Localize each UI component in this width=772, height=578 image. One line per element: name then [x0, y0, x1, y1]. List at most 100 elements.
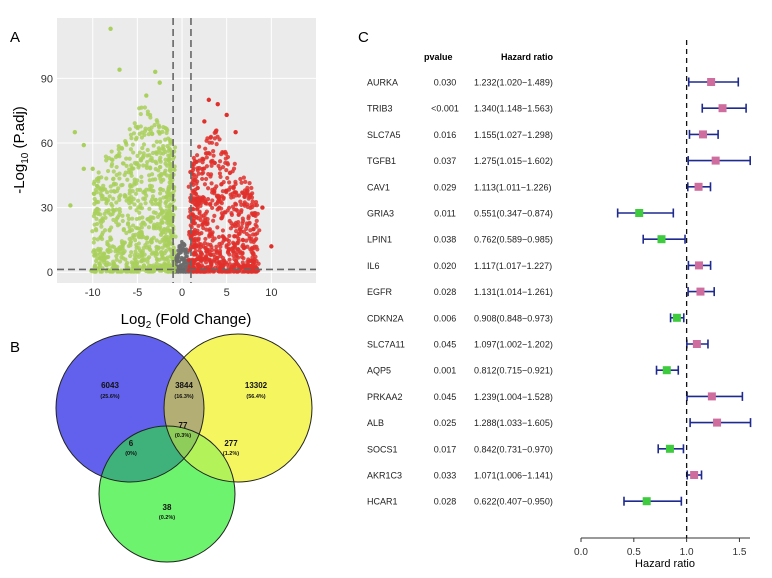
volcano-x-tick: 0: [179, 287, 185, 299]
volcano-axes: -10 -5 0 5 10 0 30 60 90: [41, 73, 278, 299]
volcano-point-down: [113, 182, 119, 187]
volcano-point-up: [235, 208, 240, 214]
volcano-point-down: [145, 240, 150, 245]
volcano-point-up: [225, 175, 230, 181]
volcano-point-up: [241, 219, 246, 224]
volcano-point-up: [207, 234, 212, 239]
volcano-point-down: [131, 150, 136, 155]
volcano-point-down: [165, 193, 170, 198]
volcano-point-down: [109, 201, 114, 207]
volcano-point-down: [148, 219, 153, 224]
venn-count-only-2: 13302: [245, 381, 268, 390]
volcano-point-down: [160, 220, 165, 225]
volcano-point-up: [209, 262, 214, 267]
volcano-point-down: [155, 119, 160, 125]
volcano-point-up: [217, 171, 223, 176]
volcano-point-down: [155, 257, 160, 262]
forest-header-pvalue: pvalue: [424, 52, 453, 62]
volcano-point-up: [232, 234, 237, 239]
volcano-y-label: -Log10 (P.adj): [11, 106, 31, 194]
volcano-point-down: [168, 202, 173, 207]
volcano-point-down: [106, 208, 111, 213]
volcano-point-down: [99, 197, 104, 202]
volcano-point-down: [108, 184, 113, 189]
volcano-point-up: [228, 170, 233, 175]
volcano-point-down: [115, 269, 120, 274]
volcano-point-down: [142, 252, 147, 257]
forest-hr-marker: [711, 156, 720, 165]
volcano-point-down: [162, 227, 167, 232]
volcano-point-up: [215, 134, 220, 139]
volcano-point-down: [93, 208, 98, 213]
volcano-point-up: [241, 175, 246, 180]
volcano-point-down: [158, 139, 163, 144]
volcano-point-up: [247, 181, 252, 186]
volcano-point-up: [256, 261, 261, 266]
volcano-point-down: [120, 213, 125, 218]
volcano-point-down: [150, 215, 155, 220]
volcano-point-up: [251, 252, 256, 257]
volcano-point-up: [233, 129, 238, 135]
volcano-point-down: [92, 264, 97, 269]
volcano-point-ns: [178, 265, 182, 270]
volcano-point-down: [103, 262, 108, 267]
volcano-point-down: [150, 250, 156, 255]
volcano-point-up: [195, 228, 200, 233]
volcano-point-ns: [174, 261, 178, 266]
forest-pvalue: 0.030: [434, 78, 457, 88]
volcano-point-down: [137, 106, 142, 111]
forest-row: AQP5 0.001 0.812(0.715−0.921): [367, 365, 680, 376]
volcano-point-up: [203, 146, 208, 151]
volcano-point-down: [128, 147, 134, 152]
volcano-point-down: [143, 126, 148, 131]
forest-header-hr: Hazard ratio: [501, 52, 554, 62]
volcano-point-down: [164, 239, 169, 244]
forest-hr-marker: [707, 78, 716, 86]
volcano-point-down: [158, 186, 163, 192]
volcano-point-up: [254, 218, 259, 224]
volcano-point-down: [155, 150, 160, 155]
venn-count-1-2-3: 77: [179, 421, 188, 430]
volcano-y-tick: 0: [47, 267, 53, 279]
volcano-point-down: [172, 206, 178, 211]
volcano-point-down: [149, 172, 155, 177]
forest-row: HCAR1 0.028 0.622(0.407−0.950): [367, 496, 683, 507]
volcano-point-up: [238, 250, 243, 256]
volcano-point-down: [109, 189, 114, 194]
forest-pvalue: 0.033: [434, 471, 457, 481]
volcano-point-down: [96, 199, 101, 205]
volcano-point-down: [151, 143, 156, 148]
forest-row: IL6 0.020 1.117(1.017−1.227): [367, 260, 712, 271]
volcano-point-down: [161, 144, 166, 149]
volcano-point-up: [190, 261, 196, 266]
volcano-point-down: [115, 223, 120, 228]
volcano-point-down: [166, 148, 171, 153]
volcano-point-down: [171, 224, 176, 229]
volcano-y-tick: 30: [41, 203, 53, 215]
volcano-point-down: [100, 218, 106, 224]
forest-row: CDKN2A 0.006 0.908(0.848−0.973): [367, 313, 685, 323]
volcano-point-down: [116, 251, 121, 256]
volcano-point-down: [108, 212, 113, 217]
forest-row: LPIN1 0.038 0.762(0.589−0.985): [367, 234, 686, 245]
volcano-point-up: [224, 167, 229, 173]
volcano-point-down: [92, 236, 97, 241]
volcano-point-down: [164, 212, 169, 218]
volcano-point-down: [123, 257, 128, 262]
volcano-point-down: [158, 159, 163, 164]
volcano-point-up: [195, 202, 200, 207]
volcano-point-down: [157, 125, 162, 130]
volcano-point-up: [251, 226, 256, 232]
forest-row: CAV1 0.029 1.113(1.011−1.226): [367, 182, 712, 192]
volcano-point-down: [151, 265, 156, 270]
volcano-point-up: [202, 119, 207, 124]
forest-hr-marker: [698, 130, 707, 139]
volcano-point-down: [144, 93, 149, 98]
volcano-point-up: [238, 199, 243, 204]
volcano-point-up: [252, 238, 258, 243]
volcano-point-down: [158, 232, 164, 237]
volcano-point-up: [209, 160, 214, 165]
forest-gene-label: AKR1C3: [367, 471, 402, 481]
volcano-point-down: [156, 129, 161, 134]
volcano-point-up: [189, 234, 194, 239]
